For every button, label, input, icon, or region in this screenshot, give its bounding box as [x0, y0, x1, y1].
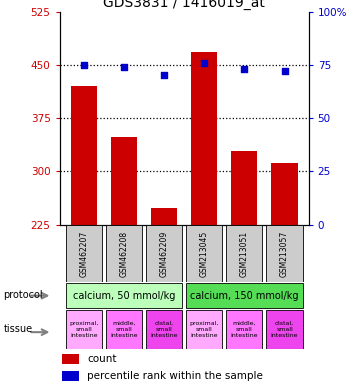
Point — [121, 64, 127, 70]
Text: proximal,
small
intestine: proximal, small intestine — [190, 321, 219, 338]
Bar — [191, 52, 217, 384]
Bar — [62, 354, 79, 364]
Text: calcium, 150 mmol/kg: calcium, 150 mmol/kg — [190, 291, 299, 301]
Text: protocol: protocol — [4, 290, 43, 300]
Text: middle,
small
intestine: middle, small intestine — [231, 321, 258, 338]
FancyBboxPatch shape — [66, 283, 182, 308]
FancyBboxPatch shape — [66, 310, 102, 349]
Point — [161, 72, 167, 78]
Text: tissue: tissue — [4, 324, 33, 334]
Text: middle,
small
intestine: middle, small intestine — [110, 321, 138, 338]
Text: GSM213051: GSM213051 — [240, 230, 249, 276]
Text: percentile rank within the sample: percentile rank within the sample — [87, 371, 263, 381]
Point — [201, 60, 207, 66]
FancyBboxPatch shape — [186, 225, 222, 282]
Text: GSM213045: GSM213045 — [200, 230, 209, 276]
FancyBboxPatch shape — [266, 310, 303, 349]
Text: GSM462207: GSM462207 — [79, 230, 88, 276]
Title: GDS3831 / 1416019_at: GDS3831 / 1416019_at — [103, 0, 265, 10]
Text: calcium, 50 mmol/kg: calcium, 50 mmol/kg — [73, 291, 175, 301]
Text: GSM462209: GSM462209 — [160, 230, 169, 276]
Text: distal,
small
intestine: distal, small intestine — [271, 321, 298, 338]
Text: count: count — [87, 354, 117, 364]
Point — [81, 62, 87, 68]
FancyBboxPatch shape — [226, 225, 262, 282]
Bar — [111, 137, 137, 384]
Text: distal,
small
intestine: distal, small intestine — [150, 321, 178, 338]
FancyBboxPatch shape — [226, 310, 262, 349]
FancyBboxPatch shape — [186, 283, 303, 308]
FancyBboxPatch shape — [66, 225, 102, 282]
Bar — [151, 208, 177, 384]
Point — [282, 68, 287, 74]
Text: proximal,
small
intestine: proximal, small intestine — [69, 321, 98, 338]
FancyBboxPatch shape — [266, 225, 303, 282]
Text: GSM462208: GSM462208 — [119, 230, 129, 276]
Bar — [271, 163, 297, 384]
FancyBboxPatch shape — [106, 310, 142, 349]
Point — [242, 66, 247, 72]
FancyBboxPatch shape — [106, 225, 142, 282]
FancyBboxPatch shape — [146, 225, 182, 282]
FancyBboxPatch shape — [186, 310, 222, 349]
Bar — [62, 371, 79, 381]
FancyBboxPatch shape — [146, 310, 182, 349]
Bar — [71, 86, 97, 384]
Text: GSM213057: GSM213057 — [280, 230, 289, 276]
Bar — [231, 151, 257, 384]
